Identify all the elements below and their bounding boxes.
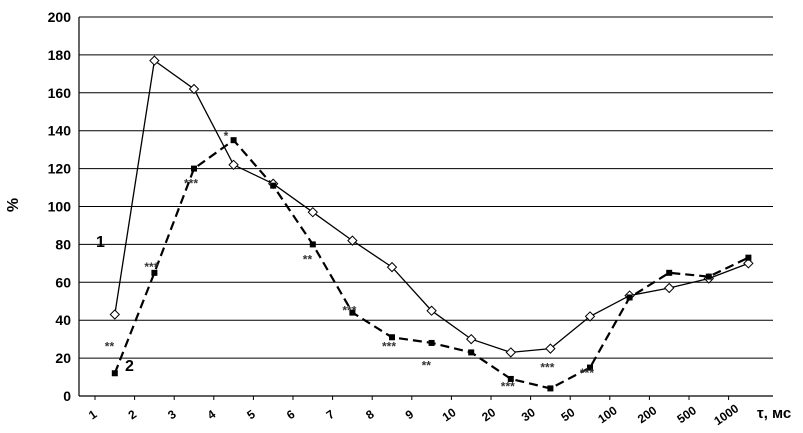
x-axis-label: τ, мс bbox=[757, 405, 791, 422]
series-lines bbox=[113, 59, 749, 390]
y-tick-140: 140 bbox=[48, 123, 72, 139]
x-tick-4: 4 bbox=[205, 407, 219, 422]
series-line-2 bbox=[113, 138, 749, 390]
annotation-0: ** bbox=[105, 340, 115, 354]
marker-1-6 bbox=[307, 206, 319, 218]
y-tick-200: 200 bbox=[48, 9, 72, 25]
marker-2-200 bbox=[666, 269, 673, 276]
marker-2-30 bbox=[547, 385, 554, 392]
marker-2-4 bbox=[230, 137, 237, 144]
x-tick-9: 9 bbox=[403, 407, 417, 422]
y-tick-labels: 0 20 40 60 80 100 120 140 160 180 200 bbox=[48, 9, 72, 404]
marker-2-500 bbox=[705, 273, 712, 280]
marker-2-1000 bbox=[745, 254, 752, 261]
marker-1-30 bbox=[545, 343, 556, 354]
x-tick-10: 10 bbox=[440, 405, 459, 424]
annotation-6: *** bbox=[382, 340, 396, 354]
marker-1-7 bbox=[347, 235, 358, 246]
x-tick-500: 500 bbox=[674, 403, 699, 426]
annotation-5: *** bbox=[342, 304, 356, 318]
annotation-4: ** bbox=[303, 252, 313, 266]
curve-label-1: 1 bbox=[96, 234, 105, 251]
y-axis-label: % bbox=[5, 198, 22, 212]
marker-2-7 bbox=[349, 309, 356, 316]
annotation-1: *** bbox=[144, 260, 158, 274]
annotation-7: ** bbox=[422, 358, 432, 372]
y-tick-0: 0 bbox=[63, 388, 71, 404]
marker-1-3 bbox=[188, 83, 200, 95]
y-tick-40: 40 bbox=[55, 312, 71, 328]
x-tick-7: 7 bbox=[324, 407, 338, 422]
annotation-10: *** bbox=[580, 366, 594, 380]
x-tick-8: 8 bbox=[363, 407, 377, 422]
significance-annotations: ************************* *** bbox=[105, 129, 595, 393]
y-tick-100: 100 bbox=[48, 199, 72, 215]
marker-1-1000 bbox=[743, 258, 754, 269]
annotation-8: *** bbox=[501, 379, 515, 393]
marker-1-50 bbox=[584, 311, 596, 322]
marker-2-100 bbox=[626, 294, 633, 301]
marker-2-5 bbox=[270, 182, 277, 189]
marker-2-1 bbox=[111, 370, 118, 377]
x-tick-50: 50 bbox=[558, 405, 577, 424]
x-tick-2: 2 bbox=[126, 407, 140, 422]
marker-2-9 bbox=[428, 339, 435, 346]
x-tick-3: 3 bbox=[165, 407, 179, 422]
marker-1-4 bbox=[228, 159, 239, 171]
marker-1-2 bbox=[149, 55, 160, 66]
y-tick-60: 60 bbox=[55, 274, 71, 290]
series-markers bbox=[109, 55, 754, 392]
y-tick-120: 120 bbox=[48, 161, 72, 177]
x-tick-labels: 1 2 3 4 5 6 7 8 9 10 20 30 50 100 200 500 1000 bbox=[86, 401, 742, 428]
annotation-3: * bbox=[224, 129, 229, 143]
x-tick-100: 100 bbox=[595, 403, 620, 426]
marker-1-8 bbox=[386, 261, 398, 273]
axes bbox=[78, 17, 773, 400]
x-tick-20: 20 bbox=[479, 405, 498, 424]
marker-2-8 bbox=[389, 334, 395, 341]
curve-label-2: 2 bbox=[125, 358, 134, 375]
marker-2-50 bbox=[587, 364, 593, 371]
marker-1-200 bbox=[663, 282, 675, 294]
curve-labels: 1 2 bbox=[96, 234, 134, 375]
x-tick-200: 200 bbox=[635, 403, 660, 426]
y-tick-80: 80 bbox=[55, 236, 71, 252]
marker-2-2 bbox=[151, 269, 158, 276]
marker-1-20 bbox=[505, 347, 517, 358]
marker-2-6 bbox=[309, 241, 316, 248]
marker-1-10 bbox=[465, 333, 477, 345]
y-tick-180: 180 bbox=[48, 47, 72, 63]
annotation-2: *** bbox=[184, 177, 198, 191]
annotation-9: *** bbox=[540, 360, 554, 374]
marker-2-3 bbox=[191, 165, 197, 172]
marker-2-10 bbox=[468, 349, 475, 356]
x-tick-5: 5 bbox=[244, 407, 258, 422]
x-tick-1: 1 bbox=[86, 407, 100, 422]
marker-1-9 bbox=[426, 305, 437, 316]
y-tick-20: 20 bbox=[55, 350, 71, 366]
marker-1-1 bbox=[109, 309, 121, 320]
marker-2-20 bbox=[507, 375, 514, 382]
y-tick-160: 160 bbox=[48, 85, 72, 101]
x-tick-1000: 1000 bbox=[711, 401, 741, 428]
x-tick-30: 30 bbox=[519, 405, 538, 424]
x-tick-6: 6 bbox=[284, 407, 298, 422]
